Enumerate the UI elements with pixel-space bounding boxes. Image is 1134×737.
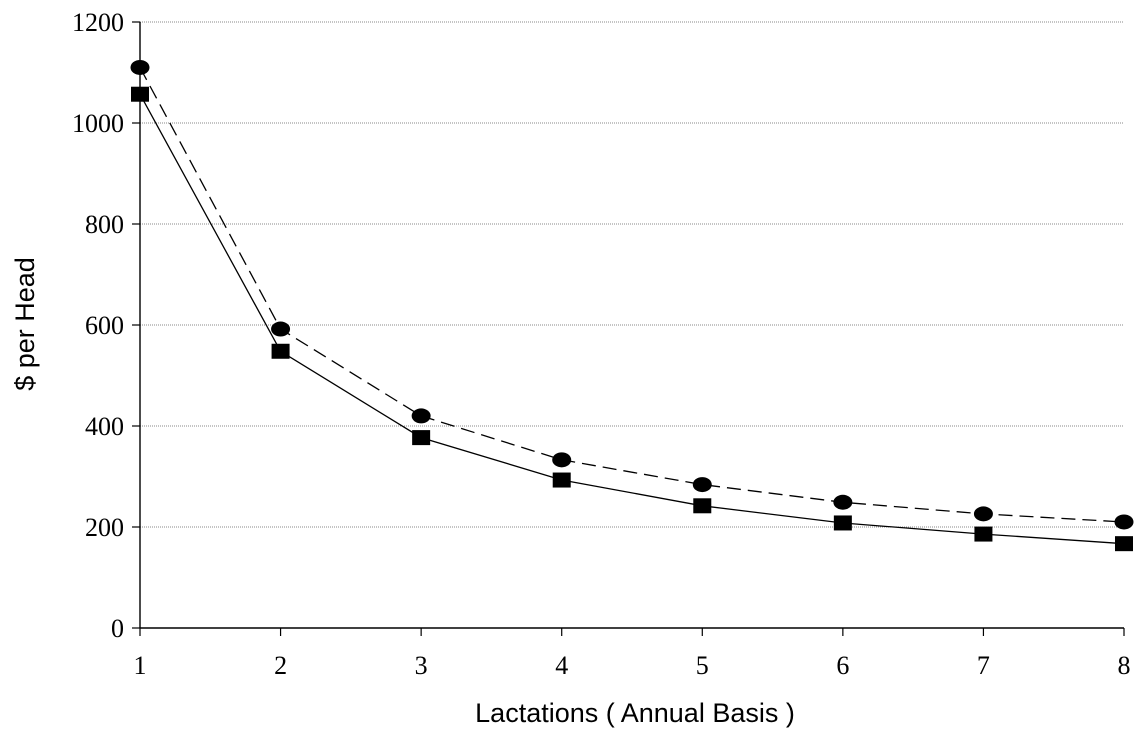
series-line-2 <box>139 93 1125 545</box>
square-point <box>1115 536 1133 552</box>
x-axis-title: Lactations ( Annual Basis ) <box>475 698 795 728</box>
square-point <box>271 343 290 359</box>
y-tick-label: 1200 <box>72 8 124 37</box>
y-tick-label: 0 <box>111 614 124 643</box>
square-point <box>693 498 712 514</box>
series-layer <box>130 59 1134 552</box>
x-tick-label: 2 <box>274 651 287 680</box>
y-tick-label: 1000 <box>72 109 124 138</box>
y-tick-label: 400 <box>85 412 124 441</box>
series-line-1 <box>139 67 1125 523</box>
axes <box>132 21 1125 636</box>
tick-labels: 0 200 400 600 800 1000 1200 1 2 3 4 5 6 7 8 <box>72 8 1131 680</box>
x-tick-label: 3 <box>415 651 428 680</box>
circle-point <box>692 477 712 493</box>
circle-point <box>271 321 291 337</box>
y-tick-label: 800 <box>85 210 124 239</box>
circle-point <box>552 452 572 468</box>
circle-point <box>973 506 993 522</box>
y-tick-label: 200 <box>85 513 124 542</box>
y-tick-label: 600 <box>85 311 124 340</box>
x-tick-label: 1 <box>134 651 147 680</box>
square-point <box>412 430 431 446</box>
square-point <box>833 515 852 531</box>
square-point <box>131 86 149 102</box>
gridlines <box>140 21 1124 528</box>
circle-point <box>833 494 853 510</box>
x-tick-label: 5 <box>696 651 709 680</box>
circle-point <box>1114 514 1134 530</box>
x-tick-label: 4 <box>555 651 568 680</box>
y-axis-title: $ per Head <box>10 257 40 391</box>
circle-point <box>411 408 431 424</box>
square-point <box>974 526 993 542</box>
square-point <box>552 472 571 488</box>
x-tick-label: 8 <box>1118 651 1131 680</box>
x-tick-label: 7 <box>977 651 990 680</box>
x-tick-label: 6 <box>836 651 849 680</box>
circle-point <box>130 59 150 75</box>
